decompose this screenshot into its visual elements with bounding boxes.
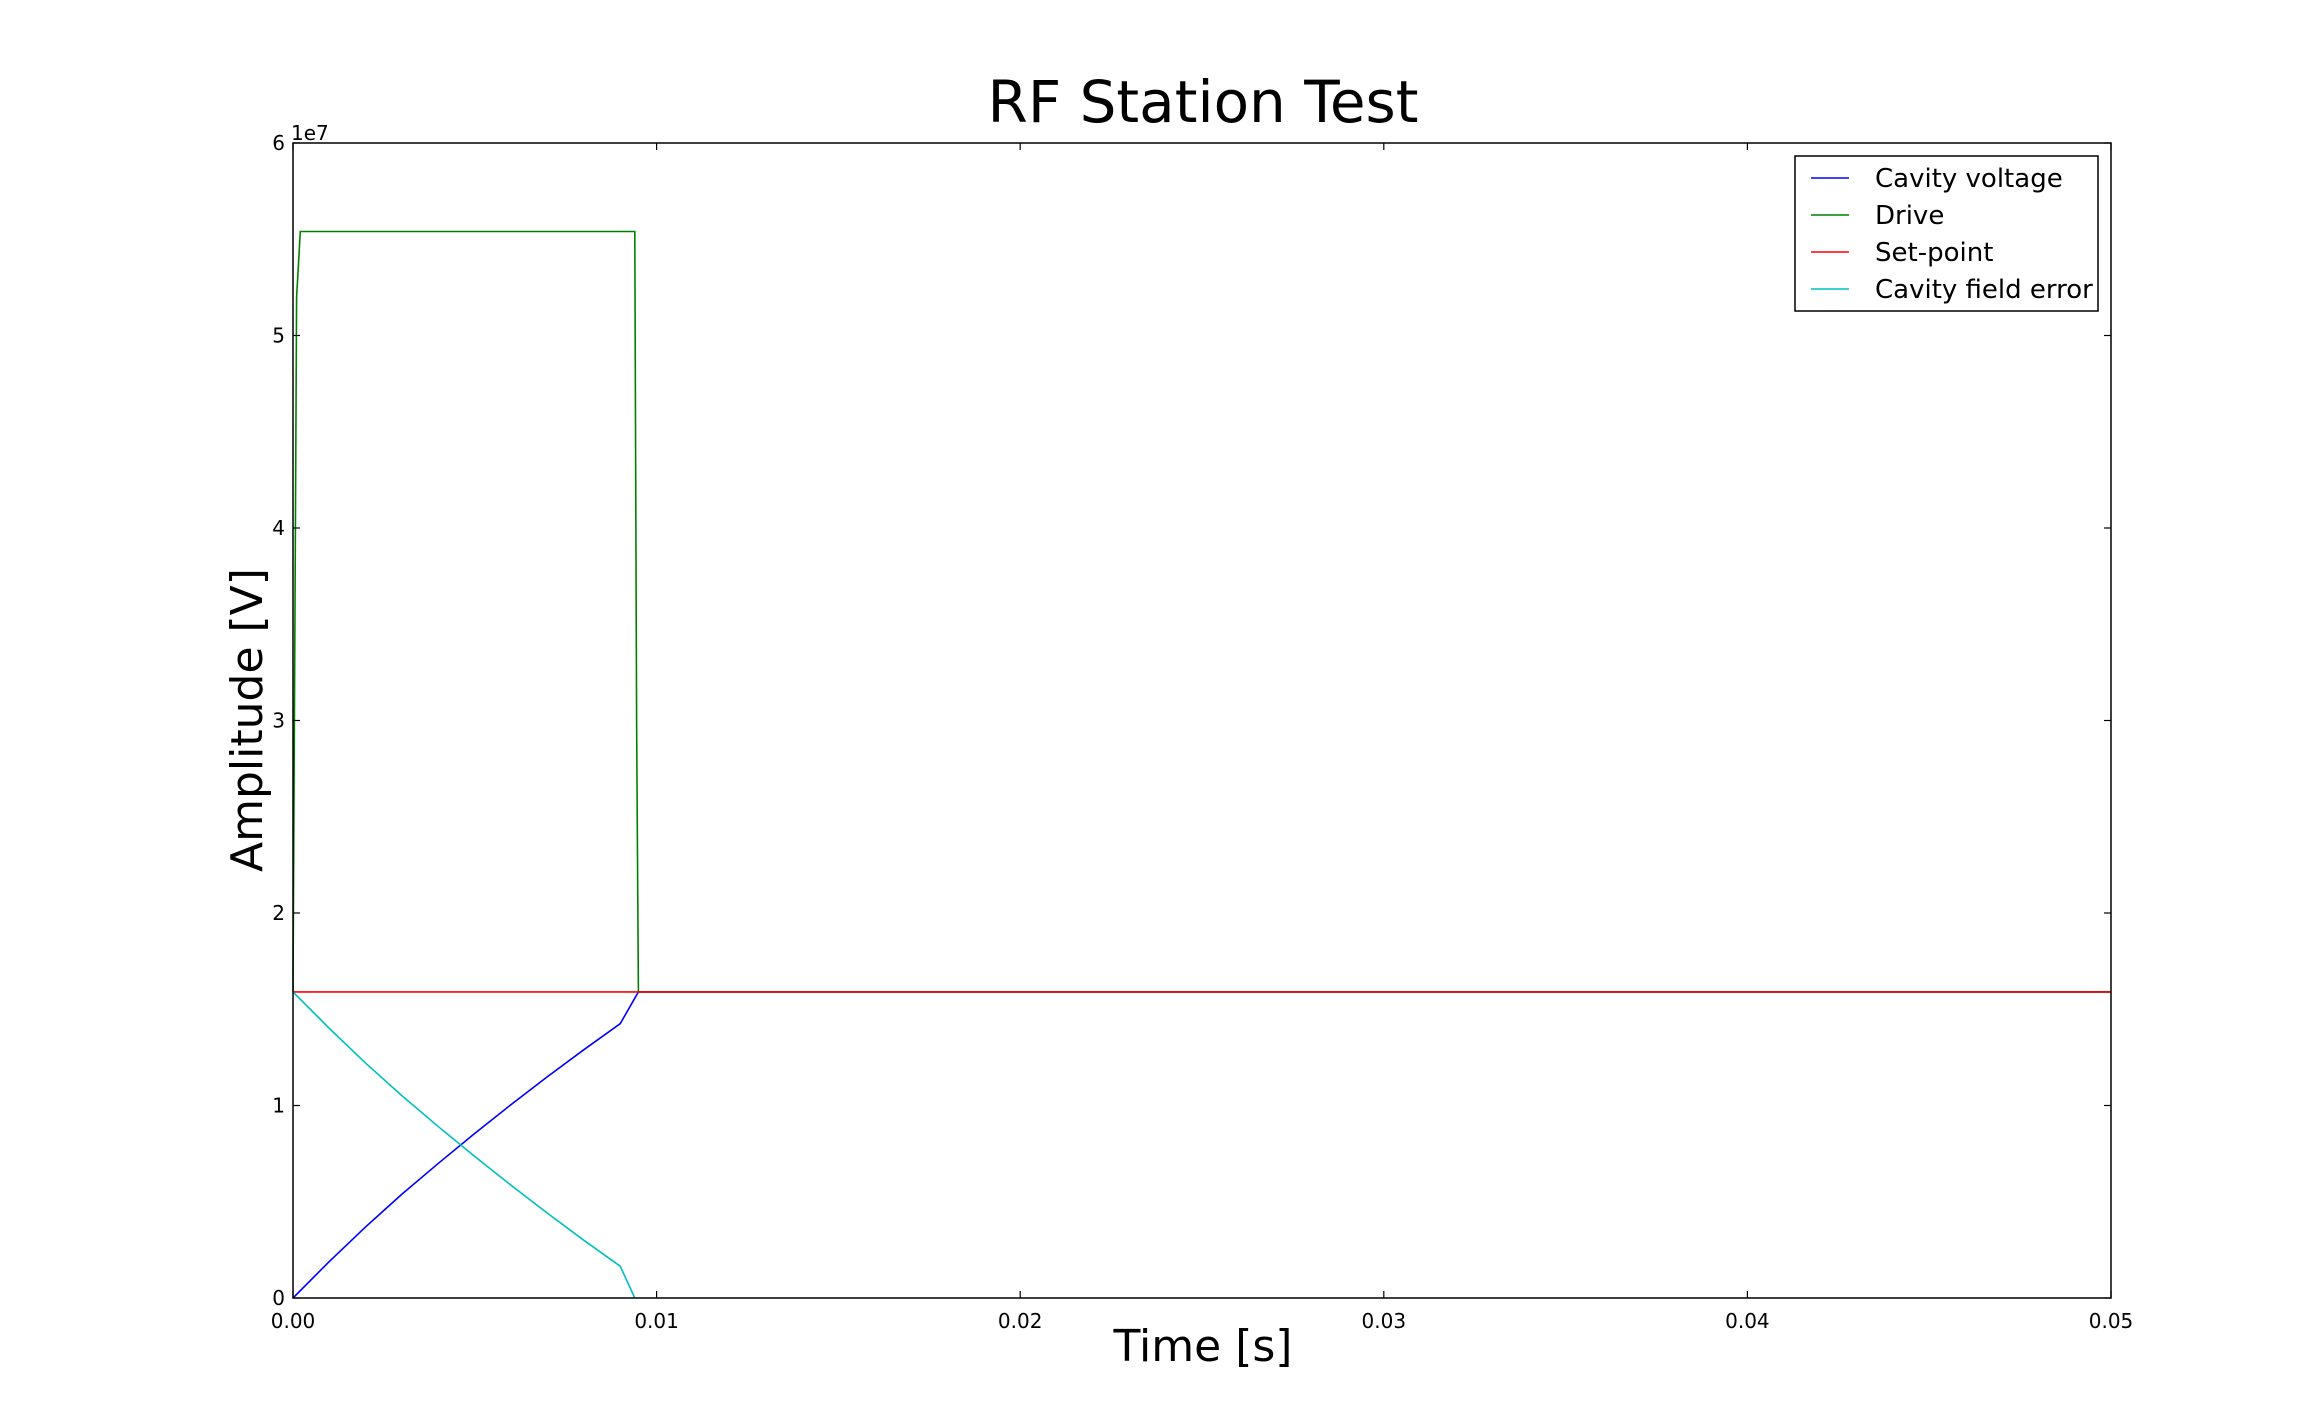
series-layer	[292, 230, 2111, 1299]
legend-label-cavity-voltage: Cavity voltage	[1875, 164, 2063, 194]
y-tick-label: 1	[272, 1094, 285, 1118]
plot-area	[293, 143, 2111, 1298]
y-tick-label: 0	[272, 1286, 285, 1310]
y-offset-text: 1e7	[291, 121, 329, 145]
legend: Cavity voltage Drive Set-point Cavity field…	[1794, 155, 2099, 312]
legend-label-drive: Drive	[1875, 201, 1944, 231]
series-line-cavity-field-error	[292, 991, 636, 1299]
x-tick-label: 0.05	[2089, 1309, 2134, 1333]
x-tick-label: 0.03	[1362, 1309, 1407, 1333]
x-tick-label: 0.02	[998, 1309, 1043, 1333]
chart-title: RF Station Test	[988, 68, 1419, 136]
legend-label-set-point: Set-point	[1875, 238, 1993, 268]
x-tick-label: 0.00	[271, 1309, 316, 1333]
y-axis-ticks: 0 1 2 3 4 5 6	[272, 131, 2111, 1310]
legend-label-cavity-field-error: Cavity field error	[1875, 275, 2093, 305]
y-tick-label: 5	[272, 324, 285, 348]
y-axis-label: Amplitude [V]	[222, 568, 273, 872]
y-tick-label: 2	[272, 901, 285, 925]
y-tick-label: 6	[272, 131, 285, 155]
y-tick-label: 3	[272, 709, 285, 733]
x-axis-label: Time [s]	[1113, 1321, 1293, 1372]
x-tick-label: 0.01	[634, 1309, 679, 1333]
y-tick-label: 4	[272, 516, 285, 540]
x-tick-label: 0.04	[1725, 1309, 1770, 1333]
legend-box	[1794, 155, 2099, 312]
x-axis-ticks: 0.00 0.01 0.02 0.03 0.04 0.05	[271, 143, 2134, 1333]
series-line-cavity-voltage	[292, 991, 2111, 1299]
